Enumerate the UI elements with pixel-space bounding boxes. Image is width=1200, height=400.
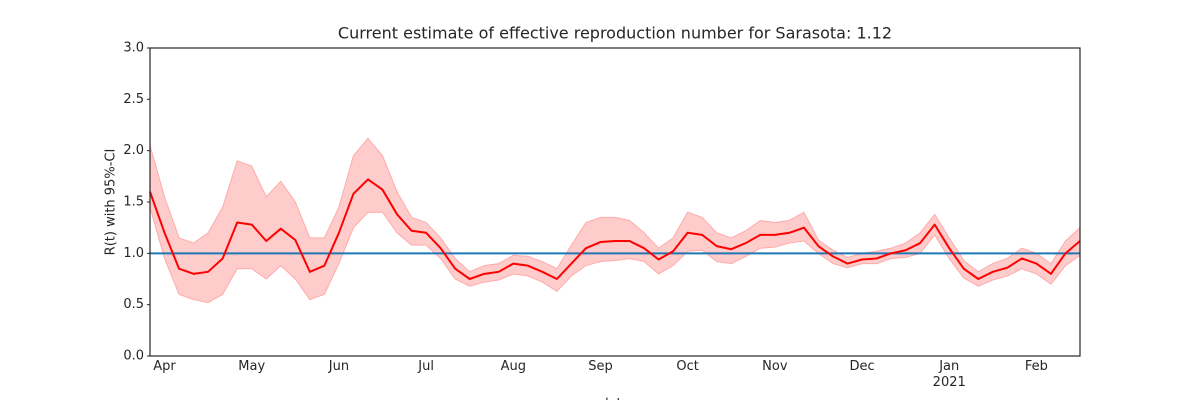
y-axis-label: R(t) with 95%-CI bbox=[104, 149, 119, 256]
x-tick-label: May bbox=[238, 359, 266, 374]
x-tick-label: Sep bbox=[588, 359, 613, 374]
x-tick-label: Aug bbox=[500, 359, 526, 374]
x-tick-label: Feb bbox=[1024, 359, 1048, 374]
y-tick-label: 0.0 bbox=[123, 349, 144, 364]
y-tick-label: 2.5 bbox=[123, 92, 144, 107]
y-tick-label: 3.0 bbox=[123, 41, 144, 56]
x-tick-label: Dec bbox=[849, 359, 875, 374]
x-tick-label: Jun bbox=[328, 359, 350, 374]
x-tick-label: Nov bbox=[762, 359, 788, 374]
x-axis-label: date bbox=[600, 397, 629, 400]
line-series bbox=[149, 178, 1081, 280]
chart-title: Current estimate of effective reproducti… bbox=[338, 24, 892, 43]
y-tick-label: 1.0 bbox=[123, 246, 144, 261]
y-tick-label: 2.0 bbox=[123, 143, 144, 158]
y-tick-label: 0.5 bbox=[123, 297, 144, 312]
confidence-band bbox=[149, 137, 1081, 304]
x-tick-label: Apr bbox=[153, 359, 176, 374]
x-tick-label: Jan 2021 bbox=[932, 359, 966, 390]
x-tick-label: Oct bbox=[676, 359, 699, 374]
x-tick-label: Jul bbox=[418, 359, 434, 374]
plot-frame bbox=[149, 47, 1081, 357]
y-tick-label: 1.5 bbox=[123, 195, 144, 210]
